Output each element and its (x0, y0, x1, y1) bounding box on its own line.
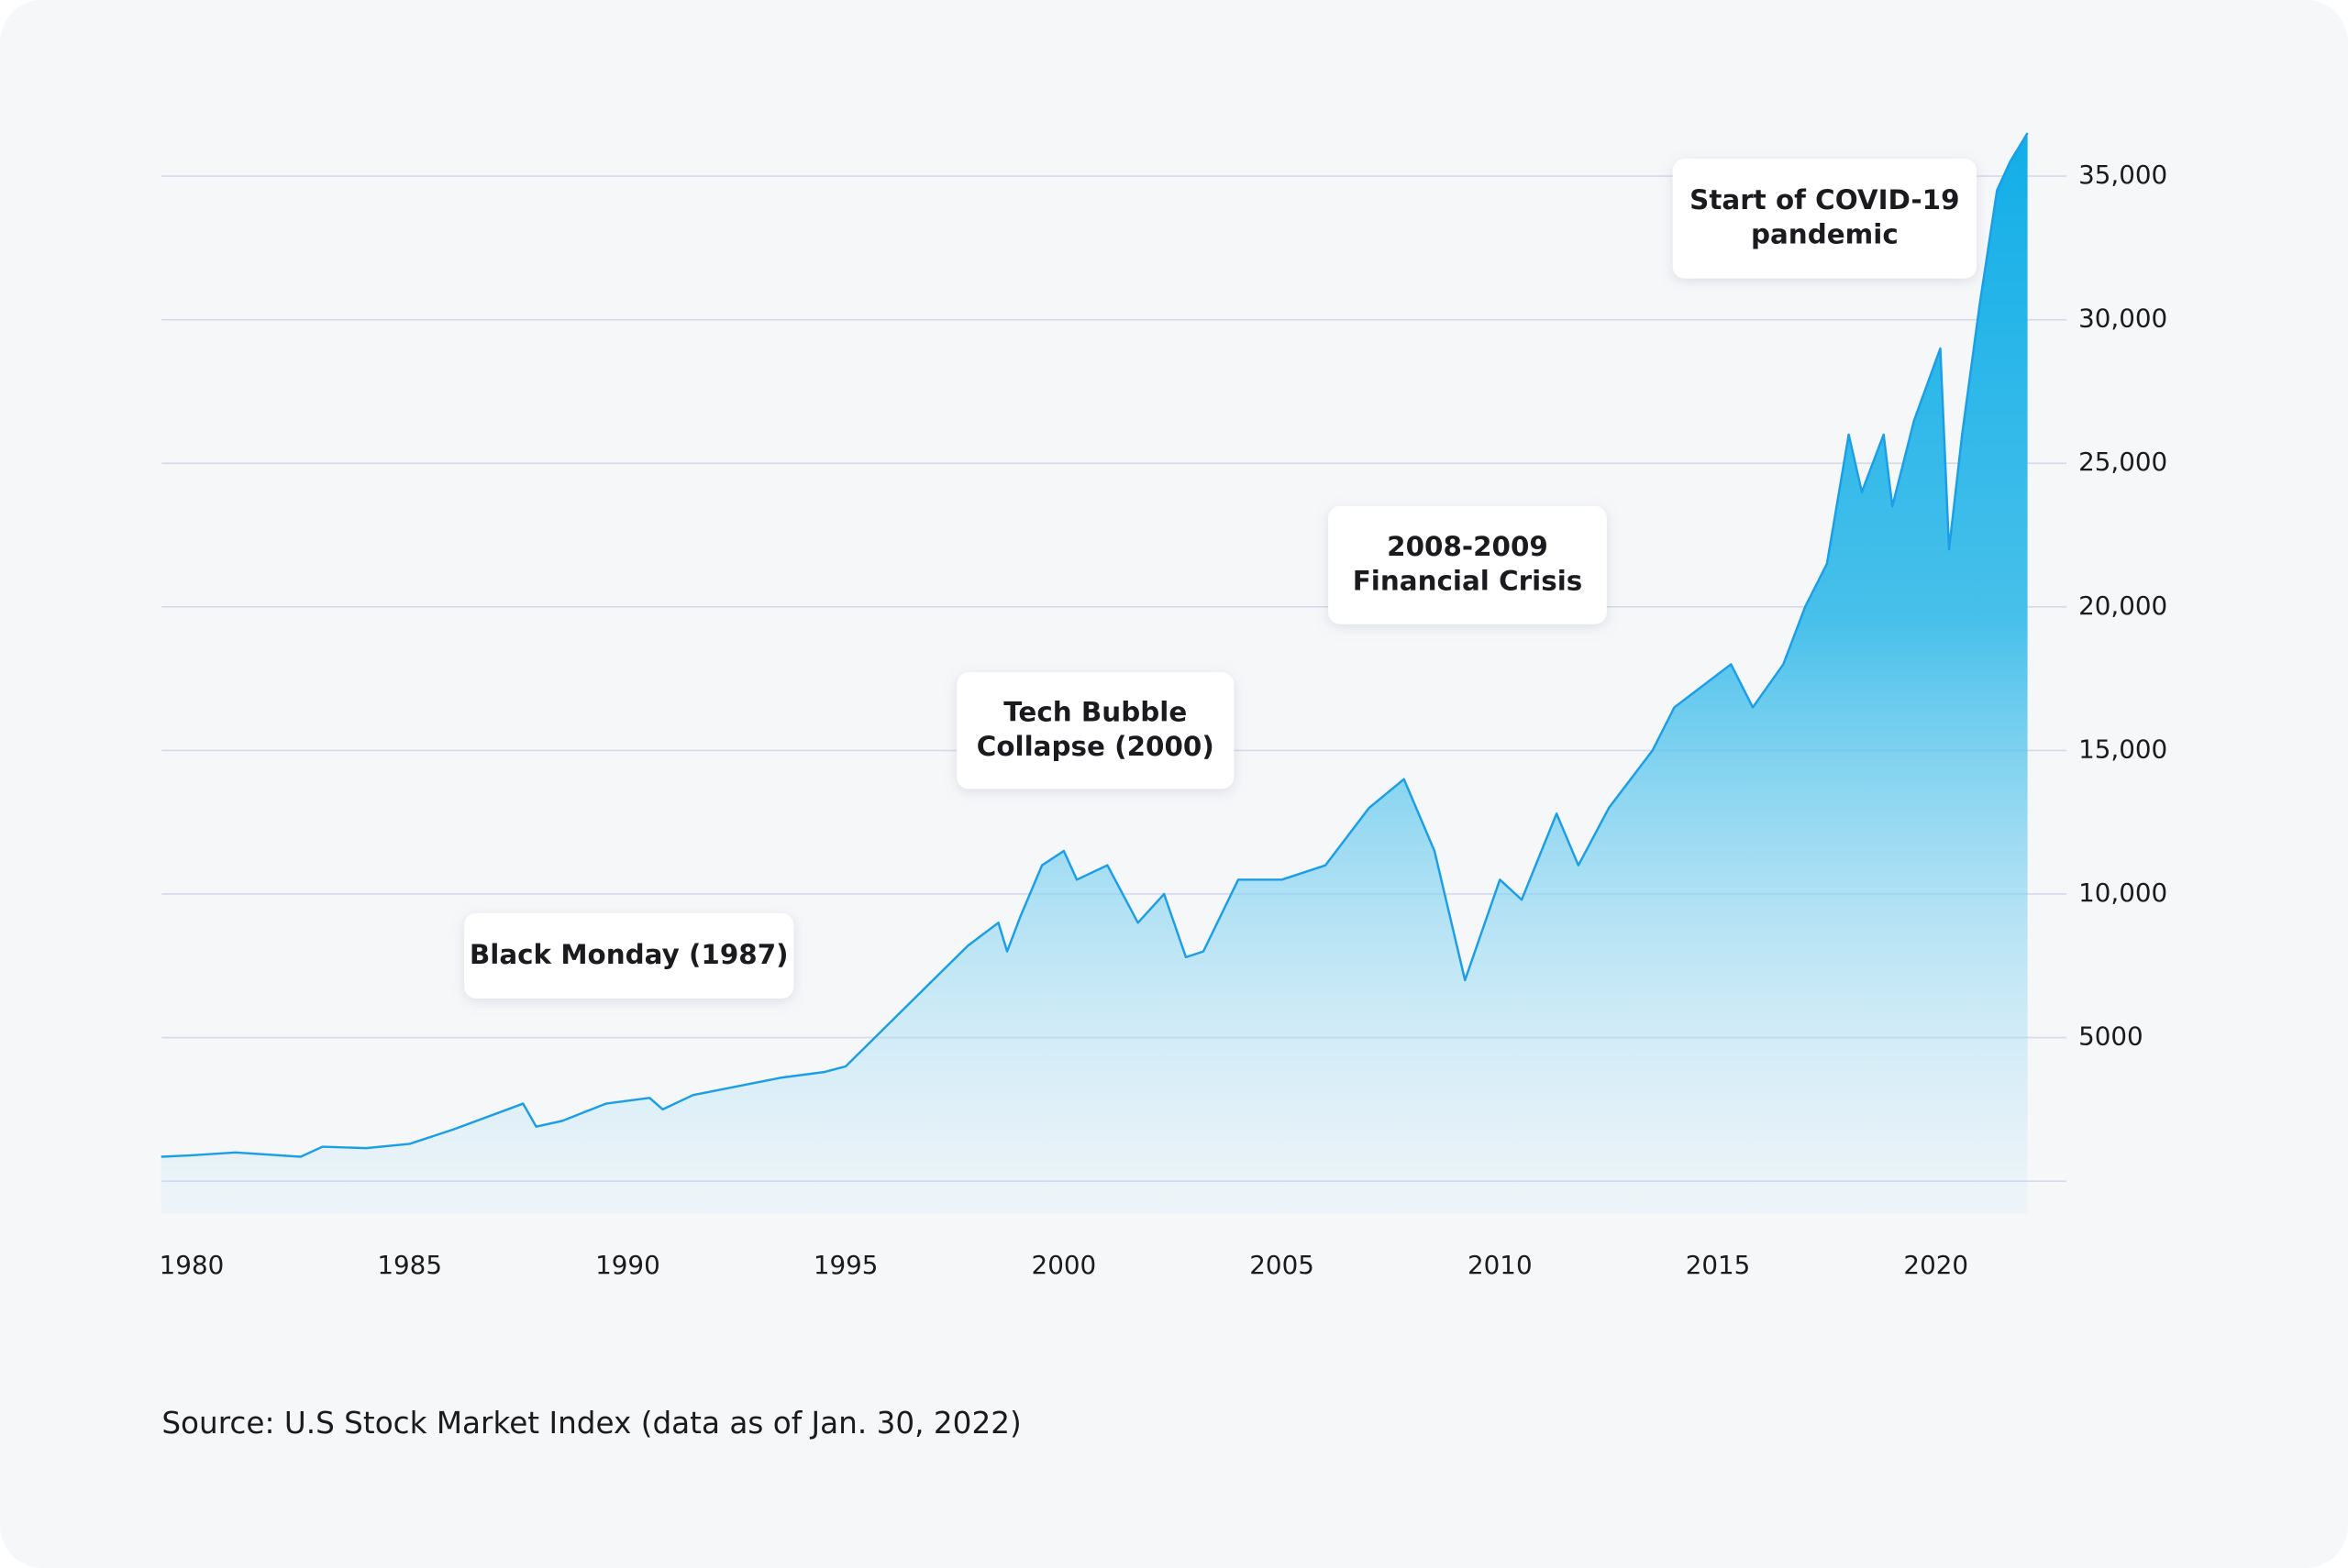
annotation: Start of COVID-19 pandemic (1672, 159, 1977, 279)
annotation-text: Start of COVID-19 (1689, 184, 1959, 215)
y-tick-label: 35,000 (2078, 160, 2167, 190)
annotation: Tech Bubble Collapse (2000) (957, 672, 1235, 790)
area (161, 133, 2028, 1215)
x-tick-label: 2015 (1686, 1250, 1751, 1280)
y-tick-label: 5000 (2078, 1021, 2143, 1052)
y-tick-label: 25,000 (2078, 447, 2167, 477)
annotation-box (1328, 505, 1607, 624)
x-tick-label: 2020 (1903, 1250, 1968, 1280)
annotation-text: Collapse (2000) (977, 731, 1214, 762)
y-tick-label: 20,000 (2078, 591, 2167, 621)
plot (161, 132, 2029, 1215)
y-tick-label: 10,000 (2078, 878, 2167, 908)
labels: 5000 10,000 15,000 20,000 25,000 30,000 35,000… (160, 160, 2168, 1280)
x-tick-label: 1985 (377, 1250, 442, 1280)
annotation-box (464, 912, 794, 999)
x-tick-label: 2010 (1468, 1250, 1533, 1280)
annotations: Black Monday (1987) Tech Bubble Collapse (… (464, 159, 1977, 999)
annotation-text: 2008-2009 (1387, 531, 1548, 562)
annotation-box (1672, 159, 1977, 279)
annotation-text: Tech Bubble (1003, 696, 1187, 727)
annotation-text: pandemic (1751, 219, 1899, 250)
annotation-text: Black Monday (1987) (470, 939, 789, 970)
y-tick-label: 30,000 (2078, 304, 2167, 334)
y-tick-label: 15,000 (2078, 734, 2167, 764)
x-tick-label: 2000 (1032, 1250, 1097, 1280)
source-note: Source: U.S Stock Market Index (data as … (161, 1406, 1021, 1441)
annotation: Black Monday (1987) (464, 912, 794, 999)
x-tick-label: 1980 (160, 1250, 225, 1280)
x-tick-label: 1990 (595, 1250, 660, 1280)
annotation-box (957, 672, 1235, 790)
x-tick-label: 1995 (814, 1250, 879, 1280)
annotation-text: Financial Crisis (1353, 566, 1583, 597)
line (161, 132, 2029, 1158)
annotation: 2008-2009 Financial Crisis (1328, 505, 1607, 624)
x-tick-label: 2005 (1249, 1250, 1314, 1280)
